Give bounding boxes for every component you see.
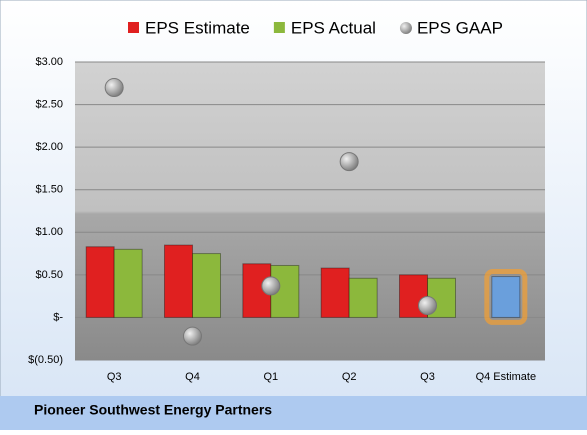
gaap-point (339, 152, 359, 172)
x-tick-label: Q3 (420, 371, 435, 383)
gaap-point (261, 276, 281, 296)
bar (113, 248, 143, 318)
footer-band (0, 396, 587, 430)
gaap-point (183, 326, 202, 346)
y-tick-label: $- (53, 311, 63, 323)
x-tick-label: Q3 (107, 371, 122, 383)
gaap-point (418, 296, 437, 316)
bar (491, 276, 521, 318)
legend-label: EPS Estimate (145, 18, 250, 37)
y-tick-label: $3.00 (35, 56, 63, 68)
y-tick-label: $1.50 (35, 184, 63, 196)
y-tick-label: $2.50 (35, 98, 63, 110)
gaap-point (104, 78, 124, 98)
legend-label: EPS Actual (291, 18, 376, 37)
y-tick-label: $0.50 (35, 269, 63, 281)
bar (85, 246, 115, 318)
bar (348, 277, 378, 318)
bar (164, 244, 193, 318)
x-tick-label: Q4 Estimate (476, 371, 537, 383)
highlight-glow (484, 269, 528, 325)
legend-marker (399, 22, 412, 34)
plot-area (75, 62, 545, 360)
bar (192, 253, 221, 318)
y-tick-label: $2.00 (35, 141, 63, 153)
bar (320, 267, 350, 318)
x-tick-label: Q1 (263, 371, 278, 383)
legend-marker (273, 22, 285, 33)
bar (399, 274, 428, 318)
y-tick-label: $1.00 (35, 226, 63, 238)
chart-title: Pioneer Southwest Energy Partners (34, 402, 272, 418)
legend-marker (128, 22, 139, 33)
x-tick-label: Q2 (342, 371, 357, 383)
legend-label: EPS GAAP (417, 18, 503, 37)
y-tick-label: $(0.50) (28, 354, 63, 366)
x-tick-label: Q4 (185, 371, 200, 383)
